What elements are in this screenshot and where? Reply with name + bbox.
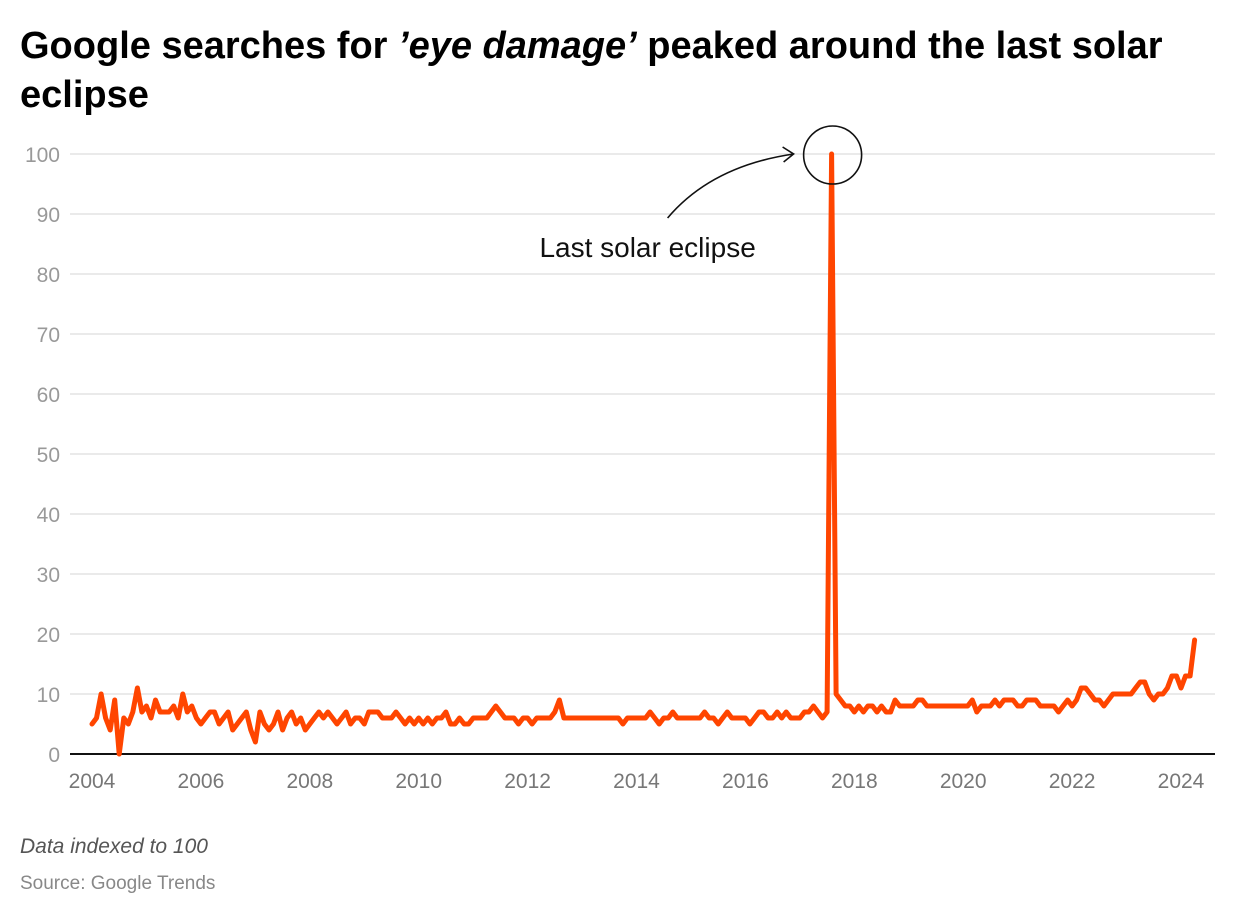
x-tick-label: 2020 [940, 770, 987, 793]
x-axis-ticks: 2004 2006 2008 2010 2012 2014 2016 2018 2020 2022… [69, 770, 1205, 793]
x-tick-label: 2014 [613, 770, 660, 793]
x-tick-label: 2016 [722, 770, 769, 793]
annotation-label: Last solar eclipse [539, 232, 755, 263]
y-tick-label: 30 [37, 564, 60, 587]
y-tick-label: 20 [37, 624, 60, 647]
x-tick-label: 2006 [178, 770, 225, 793]
gridlines [70, 153, 1215, 695]
y-tick-label: 100 [25, 144, 60, 167]
y-tick-label: 50 [37, 444, 60, 467]
x-tick-label: 2024 [1158, 770, 1205, 793]
annotation-arrow [667, 146, 795, 219]
x-tick-label: 2008 [286, 770, 333, 793]
y-tick-label: 70 [37, 324, 60, 347]
title-suffix: peaked around the last solar eclipse [20, 25, 1163, 116]
chart-title: Google searches for ’eye damage’ peaked … [20, 22, 1220, 120]
y-tick-label: 60 [37, 384, 60, 407]
x-tick-label: 2018 [831, 770, 878, 793]
y-tick-label: 0 [48, 744, 60, 767]
series-line [89, 151, 1198, 757]
x-tick-label: 2012 [504, 770, 551, 793]
title-emphasis: ’eye damage’ [398, 25, 637, 67]
annotation: Last solar eclipse [539, 125, 863, 263]
y-tick-label: 80 [37, 264, 60, 287]
y-tick-label: 10 [37, 684, 60, 707]
source-note: Source: Google Trends [20, 873, 216, 894]
title-prefix: Google searches for [20, 25, 399, 67]
x-tick-label: 2004 [69, 770, 116, 793]
footnote: Data indexed to 100 [20, 835, 208, 858]
y-tick-label: 90 [37, 204, 60, 227]
y-axis-ticks: 0 10 20 30 40 50 60 70 80 90 100 [25, 144, 60, 767]
x-tick-label: 2010 [395, 770, 442, 793]
x-tick-label: 2022 [1049, 770, 1096, 793]
y-tick-label: 40 [37, 504, 60, 527]
annotation-circle [802, 125, 863, 185]
